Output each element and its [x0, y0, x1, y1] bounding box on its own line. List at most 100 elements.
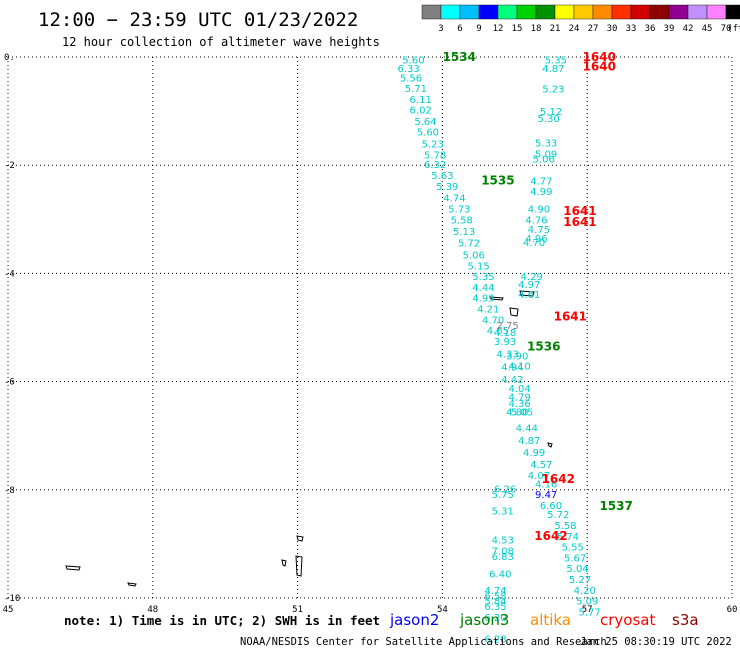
pass-time-label: 1640: [583, 60, 616, 74]
scale-label: 6: [457, 24, 462, 34]
pass-time-label: 1641: [554, 310, 587, 324]
coastline: [295, 555, 303, 577]
swh-value: 5.58: [554, 521, 576, 532]
swh-value: 4.36: [508, 399, 530, 410]
coastline: [519, 290, 535, 297]
swh-value: 5.06: [463, 250, 485, 261]
scale-swatch: [649, 4, 670, 20]
legend-altika: altika: [530, 611, 571, 629]
scale-label: 21: [550, 24, 561, 34]
swh-value: 5.75: [492, 490, 514, 501]
scale-swatch: [440, 4, 461, 20]
swh-value: 5.84: [484, 597, 506, 608]
swh-value: 4.96: [525, 234, 547, 245]
swh-value: 5.72: [547, 510, 569, 521]
swh-value: 6.26: [494, 485, 516, 496]
scale-label: 39: [664, 24, 675, 34]
swh-value: 5.73: [448, 204, 470, 215]
swh-value: 4.70: [523, 238, 545, 249]
swh-value: 4.20: [574, 586, 596, 597]
scale-swatch: [554, 4, 575, 20]
scale-swatch: [421, 4, 442, 20]
legend-cryosat: cryosat: [600, 611, 655, 629]
swh-value: 4.29: [521, 272, 543, 283]
swh-value: 6.35: [484, 602, 506, 613]
swh-value: 5.58: [451, 215, 473, 226]
swh-value: 5.56: [400, 74, 422, 85]
swh-value: 5.35: [545, 56, 567, 67]
swh-value: 5.23: [422, 140, 444, 151]
coastline: [547, 442, 553, 448]
scale-swatch: [592, 4, 613, 20]
swh-value: 3.90: [506, 352, 528, 363]
swh-value: 6.28: [484, 635, 506, 646]
swh-value: 5.74: [557, 532, 579, 543]
swh-value: 5.60: [402, 56, 424, 67]
legend-s3a: s3a: [672, 611, 699, 629]
swh-value: 5.09: [535, 149, 557, 160]
swh-value: 4.75: [528, 225, 550, 236]
swh-value: 6.11: [410, 95, 432, 106]
swh-value: 5.39: [436, 182, 458, 193]
swh-value: 4.10: [508, 361, 530, 372]
swh-value: 4.04: [508, 384, 530, 395]
y-tick-label: -4: [4, 269, 15, 279]
swh-value: 5.09: [576, 597, 598, 608]
scale-label: 70: [721, 24, 732, 34]
scale-swatch: [535, 4, 556, 20]
swh-value: 6.83: [492, 552, 514, 563]
swh-value: 5.30: [537, 114, 559, 125]
swh-value: 6.33: [397, 64, 419, 75]
chart-subtitle: 12 hour collection of altimeter wave hei…: [62, 35, 380, 49]
swh-value: 4.18: [494, 328, 516, 339]
x-tick-label: 48: [147, 605, 158, 615]
scale-swatch: [459, 4, 480, 20]
scale-label: 36: [645, 24, 656, 34]
swh-value: 5.64: [414, 117, 436, 128]
swh-value: 5.31: [492, 506, 514, 517]
scale-label: 24: [569, 24, 580, 34]
scale-swatch: [706, 4, 727, 20]
swh-value: 5.67: [564, 553, 586, 564]
swh-value: 4.79: [508, 393, 530, 404]
swh-value: 4.87: [518, 436, 540, 447]
x-tick-label: 45: [3, 605, 14, 615]
coastline: [65, 565, 81, 571]
swh-value: 6.60: [540, 501, 562, 512]
y-tick-label: -2: [4, 161, 15, 171]
scale-label: 15: [512, 24, 523, 34]
pass-time-label: 1642: [534, 529, 567, 543]
coastline: [296, 535, 304, 542]
scale-label: 33: [626, 24, 637, 34]
x-tick-label: 60: [727, 605, 738, 615]
scale-label: 18: [531, 24, 542, 34]
pass-time-label: 1641: [563, 215, 596, 229]
swh-value: 9.47: [535, 490, 557, 501]
scale-swatch: [573, 4, 594, 20]
swh-value: 4.94: [501, 362, 523, 373]
swh-value: 4.99: [523, 448, 545, 459]
scale-unit: (ft): [727, 24, 740, 34]
swh-value: 6.58: [484, 591, 506, 602]
swh-value: 4.90: [528, 204, 550, 215]
swh-value: 5.13: [453, 227, 475, 238]
swh-value: 4.80: [506, 407, 528, 418]
x-tick-label: 54: [437, 605, 448, 615]
swh-value: 5.78: [424, 150, 446, 161]
swh-value: 4.97: [518, 280, 540, 291]
swh-value: 5.27: [569, 575, 591, 586]
y-tick-label: 0.: [4, 53, 15, 63]
scale-swatch: [497, 4, 518, 20]
swh-value: 5.12: [540, 107, 562, 118]
swh-value: 4.65: [487, 326, 509, 337]
swh-value: 6.32: [424, 160, 446, 171]
footer-credit: NOAA/NESDIS Center for Satellite Applica…: [240, 636, 607, 648]
swh-value: 4.21: [477, 305, 499, 316]
swh-value: 6.40: [489, 570, 511, 581]
swh-value: 5.71: [405, 84, 427, 95]
plot-area: 45 48 51 54 57 600.-2-4-6-8-105.606.335.565.7…: [3, 50, 738, 646]
legend-jason3: jason3: [459, 611, 509, 629]
y-tick-label: -6: [4, 378, 15, 388]
swh-value: 4.87: [542, 64, 564, 75]
